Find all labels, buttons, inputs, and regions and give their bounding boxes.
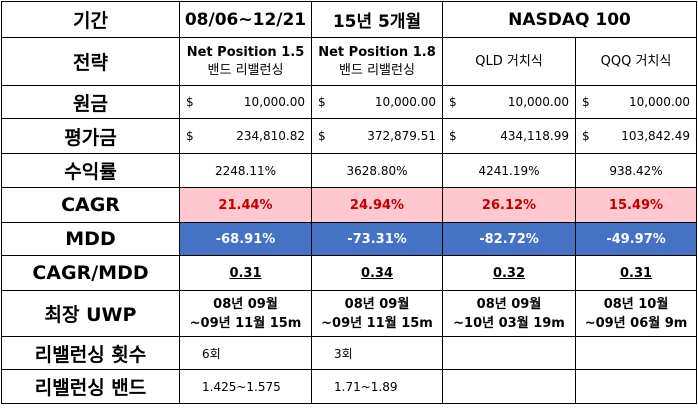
strategy-name: QQQ 거치식 xyxy=(600,53,672,69)
uwp-start: 08년 10월 xyxy=(603,296,669,312)
mdd-value: -49.97% xyxy=(574,222,698,256)
uwp-end: ~10년 03월 19m xyxy=(453,315,565,331)
uwp-end: ~09년 11월 15m xyxy=(321,315,433,331)
uwp-row: 최장 UWP 08년 09월 ~09년 11월 15m 08년 09월 ~09년 1… xyxy=(1,290,698,337)
return-row: 수익률 2248.11% 3628.80% 4241.19% 938.42% xyxy=(1,153,698,188)
valuation-value: 434,118.99 xyxy=(500,129,569,143)
strategy-type: 밴드 리밸런싱 xyxy=(339,62,415,78)
uwp-end: ~09년 11월 15m xyxy=(189,315,302,331)
cagr-value: 15.49% xyxy=(574,187,698,223)
rebalance-count-value xyxy=(442,336,576,370)
benchmark-label: NASDAQ 100 xyxy=(441,1,698,38)
principal-value: 10,000.00 xyxy=(374,95,436,109)
strategy-cell: Net Position 1.5 밴드 리밸런싱 xyxy=(179,37,312,86)
rebalance-band-row: 리밸런싱 밴드 1.425~1.575 1.71~1.89 xyxy=(1,369,698,404)
rebalance-band-value: 1.425~1.575 xyxy=(179,369,312,404)
principal-value: 10,000.00 xyxy=(628,95,691,109)
rebalance-count-value: 3회 xyxy=(311,336,443,370)
strategy-name: QLD 거치식 xyxy=(475,53,543,69)
mdd-value: -82.72% xyxy=(442,222,576,256)
valuation-label: 평가금 xyxy=(1,118,180,154)
valuation-cell: $372,879.51 xyxy=(311,118,443,154)
cagr-mdd-row: CAGR/MDD 0.31 0.34 0.32 0.31 xyxy=(1,255,698,291)
currency-symbol: $ xyxy=(186,129,194,143)
principal-cell: $10,000.00 xyxy=(442,85,576,119)
return-value: 4241.19% xyxy=(442,153,576,188)
uwp-cell: 08년 09월 ~10년 03월 19m xyxy=(442,290,576,337)
uwp-start: 08년 09월 xyxy=(213,296,278,312)
mdd-value: -73.31% xyxy=(311,222,443,256)
principal-label: 원금 xyxy=(1,85,180,119)
principal-value: 10,000.00 xyxy=(243,95,305,109)
rebalance-count-value: 6회 xyxy=(179,336,312,370)
mdd-row: MDD -68.91% -73.31% -82.72% -49.97% xyxy=(1,222,698,256)
mdd-value: -68.91% xyxy=(179,222,312,256)
strategy-label: 전략 xyxy=(1,37,180,86)
principal-row: 원금 $10,000.00 $10,000.00 $10,000.00 $10,… xyxy=(1,85,698,119)
valuation-row: 평가금 $234,810.82 $372,879.51 $434,118.99 … xyxy=(1,118,698,154)
cagr-row: CAGR 21.44% 24.94% 26.12% 15.49% xyxy=(1,187,698,223)
strategy-cell: QQQ 거치식 xyxy=(574,37,698,86)
rebalance-count-row: 리밸런싱 횟수 6회 3회 xyxy=(1,336,698,370)
principal-cell: $10,000.00 xyxy=(179,85,312,119)
currency-symbol: $ xyxy=(449,129,457,143)
cagr-value: 24.94% xyxy=(311,187,443,223)
uwp-start: 08년 09월 xyxy=(344,296,410,312)
uwp-label: 최장 UWP xyxy=(1,290,180,337)
cagr-mdd-value: 0.34 xyxy=(311,255,443,291)
principal-value: 10,000.00 xyxy=(507,95,569,109)
strategy-row: 전략 Net Position 1.5 밴드 리밸런싱 Net Position… xyxy=(1,37,698,86)
principal-cell: $10,000.00 xyxy=(311,85,443,119)
return-label: 수익률 xyxy=(1,153,180,188)
currency-symbol: $ xyxy=(186,95,194,109)
rebalance-band-value xyxy=(442,369,576,404)
principal-cell: $10,000.00 xyxy=(574,85,698,119)
valuation-value: 372,879.51 xyxy=(367,129,436,143)
period-2: 15년 5개월 xyxy=(311,1,443,38)
mdd-label: MDD xyxy=(1,222,180,256)
strategy-name: Net Position 1.8 xyxy=(318,44,436,60)
cagr-mdd-value: 0.31 xyxy=(179,255,312,291)
return-value: 938.42% xyxy=(574,153,698,188)
return-value: 2248.11% xyxy=(179,153,312,188)
valuation-cell: $103,842.49 xyxy=(574,118,698,154)
period-label: 기간 xyxy=(1,1,180,38)
currency-symbol: $ xyxy=(582,95,590,109)
cagr-mdd-value: 0.32 xyxy=(442,255,576,291)
valuation-cell: $434,118.99 xyxy=(442,118,576,154)
currency-symbol: $ xyxy=(318,129,326,143)
rebalance-count-label: 리밸런싱 횟수 xyxy=(1,336,180,370)
backtest-comparison-table: 기간 08/06~12/21 15년 5개월 NASDAQ 100 전략 Net… xyxy=(1,1,698,404)
rebalance-band-value: 1.71~1.89 xyxy=(311,369,443,404)
strategy-type: 밴드 리밸런싱 xyxy=(207,62,284,78)
strategy-cell: QLD 거치식 xyxy=(442,37,576,86)
return-value: 3628.80% xyxy=(311,153,443,188)
strategy-name: Net Position 1.5 xyxy=(186,44,305,60)
period-row: 기간 08/06~12/21 15년 5개월 NASDAQ 100 xyxy=(1,1,698,38)
currency-symbol: $ xyxy=(318,95,326,109)
rebalance-band-value xyxy=(574,369,698,404)
rebalance-band-label: 리밸런싱 밴드 xyxy=(1,369,180,404)
cagr-label: CAGR xyxy=(1,187,180,223)
valuation-value: 103,842.49 xyxy=(621,129,691,143)
strategy-cell: Net Position 1.8 밴드 리밸런싱 xyxy=(311,37,443,86)
cagr-mdd-value: 0.31 xyxy=(574,255,698,291)
uwp-cell: 08년 09월 ~09년 11월 15m xyxy=(311,290,443,337)
cagr-mdd-label: CAGR/MDD xyxy=(1,255,180,291)
uwp-end: ~09년 06월 9m xyxy=(584,315,688,331)
period-1: 08/06~12/21 xyxy=(179,1,312,38)
cagr-value: 26.12% xyxy=(442,187,576,223)
currency-symbol: $ xyxy=(449,95,457,109)
currency-symbol: $ xyxy=(582,129,590,143)
uwp-start: 08년 09월 xyxy=(476,296,542,312)
valuation-value: 234,810.82 xyxy=(236,129,305,143)
cagr-value: 21.44% xyxy=(179,187,312,223)
valuation-cell: $234,810.82 xyxy=(179,118,312,154)
rebalance-count-value xyxy=(574,336,698,370)
uwp-cell: 08년 09월 ~09년 11월 15m xyxy=(179,290,312,337)
uwp-cell: 08년 10월 ~09년 06월 9m xyxy=(574,290,698,337)
